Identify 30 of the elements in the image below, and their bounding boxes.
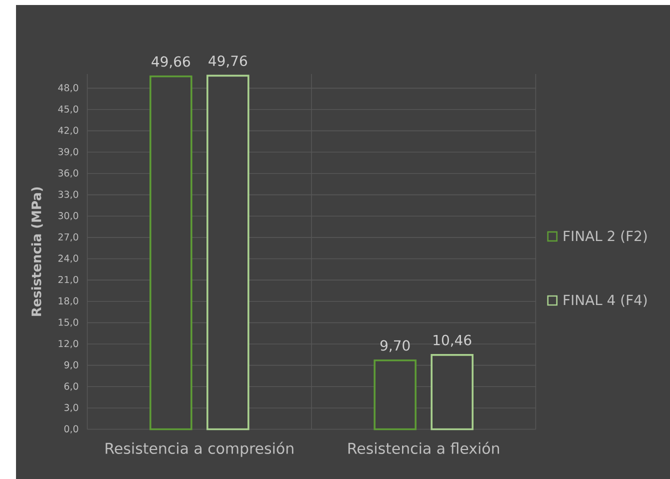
y-tick-label: 36,0 [58, 169, 78, 178]
y-tick-label: 6,0 [64, 382, 78, 391]
y-tick-label: 45,0 [58, 105, 78, 114]
y-tick-label: 12,0 [58, 340, 78, 348]
y-tick-label: 48,0 [58, 84, 78, 92]
y-tick-label: 30,0 [58, 212, 78, 220]
legend-label: FINAL 2 (F2) [564, 230, 647, 243]
y-tick-label: 0,0 [64, 425, 78, 434]
bar [430, 354, 474, 430]
y-axis-title: Resistencia (MPa) [31, 187, 43, 316]
data-label: 9,70 [380, 340, 410, 352]
y-tick-label: 15,0 [58, 318, 78, 327]
data-label: 10,46 [434, 334, 472, 347]
data-label: 49,76 [208, 56, 247, 68]
y-tick-label: 42,0 [58, 126, 78, 135]
bar [374, 359, 417, 430]
x-tick-label: Resistencia a flexión [348, 442, 500, 454]
y-tick-label: 3,0 [64, 404, 78, 412]
y-tick-label: 24,0 [58, 254, 78, 263]
y-tick-label: 9,0 [64, 361, 78, 370]
y-tick-label: 39,0 [58, 148, 78, 156]
y-tick-label: 18,0 [58, 297, 78, 306]
y-tick-label: 27,0 [58, 233, 78, 242]
bar [150, 76, 192, 430]
y-tick-label: 33,0 [58, 190, 78, 199]
legend-label: FINAL 4 (F4) [564, 294, 647, 307]
data-label: 49,66 [152, 56, 190, 68]
x-tick-label: Resistencia a compresión [106, 442, 294, 457]
bar [206, 74, 250, 430]
y-tick-label: 21,0 [58, 276, 78, 284]
